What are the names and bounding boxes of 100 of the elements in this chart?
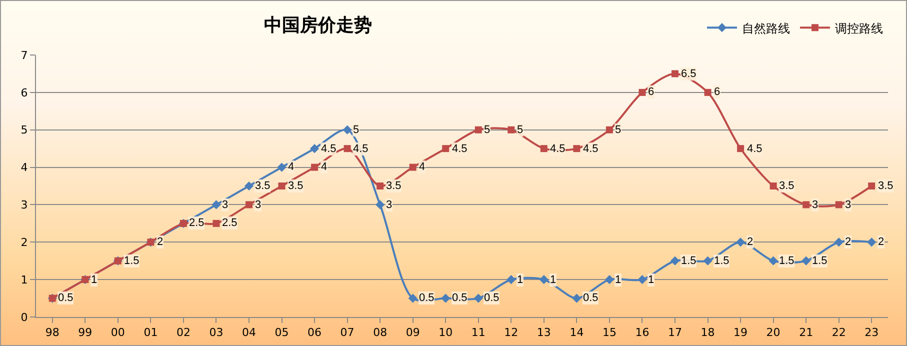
data-label: 4.5 — [550, 143, 566, 155]
point — [638, 88, 646, 96]
x-tick-label: 99 — [78, 326, 92, 340]
x-tick-label: 05 — [274, 326, 289, 340]
y-tick-label: 2 — [20, 236, 28, 249]
data-label: 4 — [321, 161, 328, 173]
x-tick-label: 01 — [144, 326, 158, 340]
point — [342, 125, 352, 134]
data-label: 1.5 — [714, 255, 730, 267]
point — [508, 126, 515, 134]
data-label: 1 — [550, 274, 556, 286]
data-label: 6 — [714, 86, 720, 98]
point — [834, 238, 844, 247]
point — [770, 182, 777, 190]
x-tick-label: 04 — [242, 326, 256, 340]
data-label: 4 — [419, 161, 426, 173]
data-label: 2 — [878, 236, 884, 248]
y-tick-label: 5 — [20, 124, 28, 137]
data-label: 1.5 — [779, 255, 794, 267]
point — [244, 181, 254, 191]
data-label: 3 — [222, 199, 228, 211]
point — [474, 126, 482, 134]
x-tick-label: 07 — [340, 326, 354, 340]
x-tick-label: 03 — [209, 326, 224, 340]
point — [672, 70, 678, 78]
data-label: 3 — [845, 199, 852, 211]
data-label: 1.5 — [124, 255, 140, 267]
point — [573, 145, 580, 152]
y-tick-label: 4 — [20, 161, 28, 174]
data-label: 0.5 — [583, 292, 598, 304]
x-tick-label: 00 — [110, 326, 125, 340]
x-tick-label: 08 — [373, 326, 388, 340]
point — [868, 182, 876, 190]
data-label: 5 — [517, 124, 524, 136]
point — [802, 201, 810, 208]
point — [376, 182, 384, 190]
data-label: 2 — [747, 236, 754, 248]
point — [704, 88, 712, 96]
data-label: 3.5 — [779, 180, 794, 192]
y-tick-label: 1 — [20, 273, 28, 286]
data-label: 1 — [91, 274, 98, 286]
data-label: 0.5 — [419, 292, 434, 304]
x-tick-label: 06 — [308, 326, 322, 340]
data-label: 2 — [157, 236, 164, 248]
data-label: 1.5 — [812, 255, 828, 267]
data-label: 4 — [288, 161, 294, 173]
point — [212, 200, 221, 210]
x-tick-label: 14 — [570, 326, 584, 340]
point — [736, 238, 746, 247]
data-label: 3 — [812, 199, 818, 211]
chart-title: 中国房价走势 — [264, 14, 372, 36]
data-label: 2 — [845, 236, 852, 248]
point — [474, 294, 483, 303]
x-tick-label: 23 — [864, 326, 879, 340]
data-label: 2.5 — [189, 217, 204, 229]
data-label: 1 — [648, 274, 654, 286]
data-label: 0.5 — [58, 292, 74, 304]
x-tick-label: 18 — [700, 326, 715, 340]
data-label: 4.5 — [353, 143, 368, 155]
x-tick-label: 15 — [602, 326, 616, 340]
point — [572, 294, 582, 303]
point — [409, 164, 416, 171]
point — [376, 200, 385, 210]
data-label: 5 — [353, 124, 360, 136]
point — [768, 256, 778, 266]
point — [604, 275, 614, 284]
point — [278, 182, 286, 190]
y-tick-label: 0 — [20, 310, 28, 324]
data-label: 0.5 — [484, 292, 500, 304]
point — [311, 164, 318, 171]
point — [277, 162, 286, 172]
point — [442, 145, 450, 152]
data-label: 3.5 — [288, 180, 304, 192]
x-tick-label: 12 — [504, 326, 518, 340]
x-tick-label: 21 — [799, 326, 814, 340]
x-tick-label: 11 — [471, 326, 486, 340]
x-tick-label: 22 — [832, 326, 846, 340]
data-label: 3.5 — [386, 180, 402, 192]
x-tick-label: 10 — [438, 326, 453, 340]
x-tick-label: 16 — [635, 326, 650, 340]
point — [310, 144, 320, 154]
data-label: 4.5 — [321, 143, 336, 155]
x-tick-label: 02 — [176, 326, 190, 340]
point — [737, 145, 744, 152]
data-label: 4.5 — [452, 143, 468, 155]
x-tick-label: 20 — [766, 326, 780, 340]
point — [835, 201, 842, 208]
data-label: 1 — [517, 274, 524, 286]
point — [441, 294, 450, 303]
data-label: 3.5 — [255, 180, 270, 192]
y-tick-label: 3 — [20, 198, 28, 212]
legend-label: 调控路线 — [835, 21, 883, 36]
point — [802, 256, 811, 266]
x-tick-label: 13 — [536, 326, 551, 340]
legend-label: 自然路线 — [742, 21, 790, 36]
x-tick-label: 17 — [668, 326, 682, 340]
x-tick-label: 98 — [45, 326, 60, 340]
point — [246, 201, 252, 208]
x-tick-label: 19 — [734, 326, 748, 340]
data-label: 6.5 — [681, 68, 696, 80]
